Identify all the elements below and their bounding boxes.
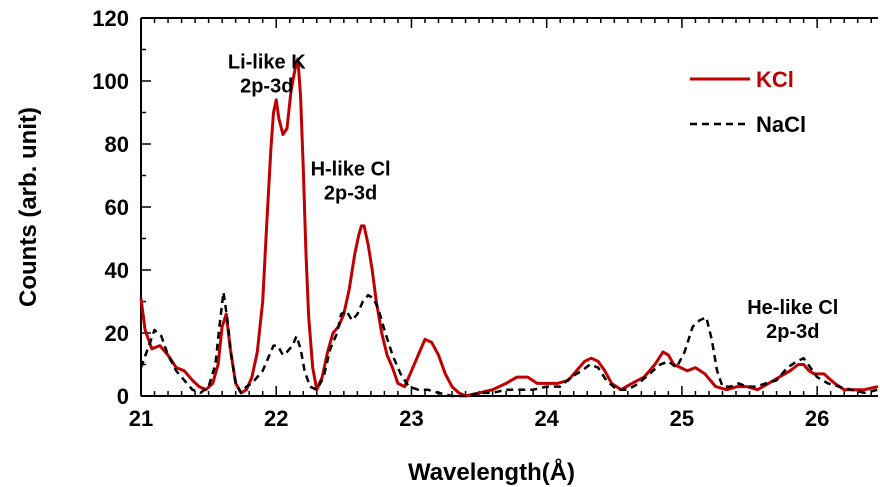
x-tick-label: 25 — [670, 406, 694, 431]
series-line-NaCl — [139, 290, 879, 398]
legend-label-NaCl: NaCl — [756, 112, 806, 137]
x-tick-label: 23 — [399, 406, 423, 431]
annotation-label: He-like Cl — [747, 297, 838, 319]
annotation-label: 2p-3d — [324, 183, 377, 205]
series-NaCl — [139, 290, 879, 398]
y-tick-label: 60 — [105, 195, 129, 220]
annotation-label: Li-like K — [228, 51, 306, 73]
y-tick-label: 0 — [117, 384, 129, 409]
x-tick-label: 24 — [534, 406, 559, 431]
legend: KCl NaCl — [690, 67, 806, 137]
x-tick-label: 26 — [805, 406, 829, 431]
series-KCl — [139, 57, 879, 398]
annotation-label: H-like Cl — [311, 159, 391, 181]
text-layer: 21 22 23 24 25 26 0 20 40 60 80 100 120 Wavelength(Å)… — [15, 6, 838, 486]
axes — [140, 17, 878, 397]
y-tick-label: 120 — [92, 6, 129, 31]
legend-label-KCl: KCl — [756, 67, 794, 92]
annotation-label: 2p-3d — [240, 75, 293, 97]
annotation-label: 2p-3d — [766, 321, 819, 343]
y-tick-label: 100 — [92, 69, 129, 94]
y-tick-label: 40 — [105, 258, 129, 283]
x-tick-label: 22 — [264, 406, 288, 431]
x-axis-label: Wavelength(Å) — [408, 458, 575, 486]
series-layer — [139, 57, 879, 398]
y-tick-label: 80 — [105, 132, 129, 157]
series-line-KCl — [139, 57, 879, 398]
x-tick-label: 21 — [129, 406, 153, 431]
y-axis-label: Counts (arb. unit) — [15, 107, 42, 307]
y-tick-label: 20 — [105, 321, 129, 346]
